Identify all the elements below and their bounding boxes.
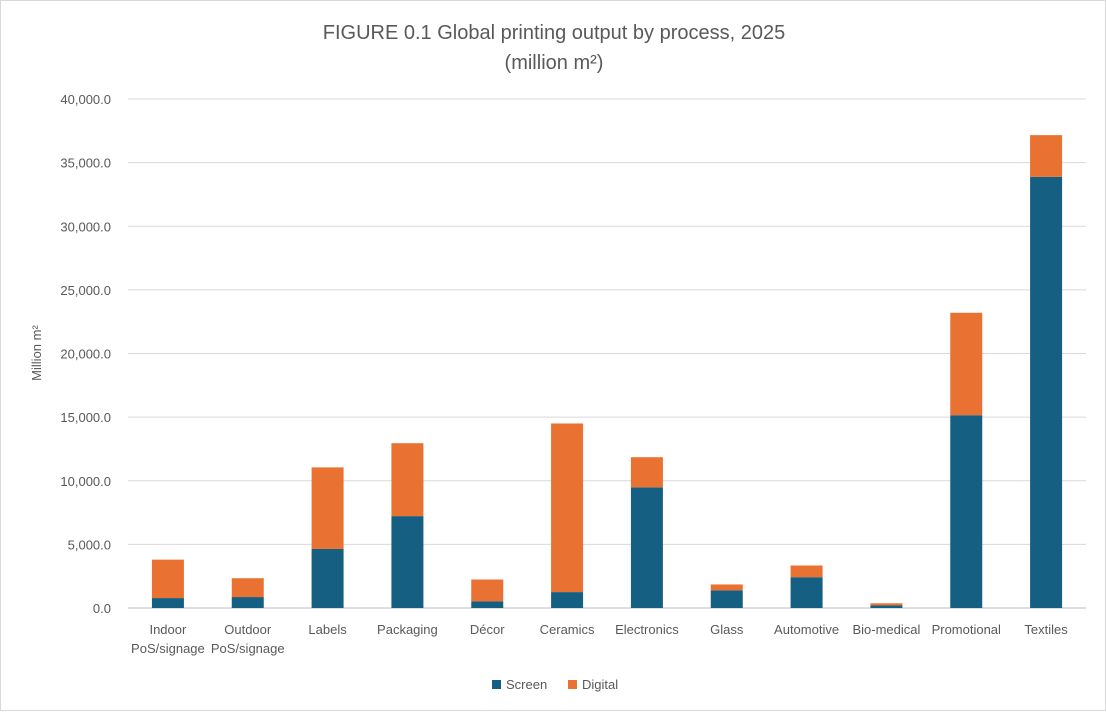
y-tick-label: 10,000.0 [60,474,111,489]
bar-screen [151,598,184,608]
legend-swatch [568,680,577,689]
y-tick-label: 40,000.0 [60,92,111,107]
y-tick-label: 35,000.0 [60,156,111,171]
bar-digital [710,584,743,591]
chart-subtitle: (million m²) [505,52,604,74]
x-tick-label: Electronics [615,622,679,637]
x-tick-label: Automotive [774,622,839,637]
bar-digital [630,457,663,488]
x-tick-label: Indoor [149,622,187,637]
x-tick-label: Ceramics [540,622,595,637]
bar-digital [471,579,504,602]
y-tick-label: 15,000.0 [60,410,111,425]
bar-screen [311,548,344,608]
bar-digital [311,467,344,549]
bar-digital [231,578,264,598]
x-tick-label: Promotional [932,622,1001,637]
legend-swatch [492,680,501,689]
x-tick-label: Packaging [377,622,438,637]
y-tick-label: 30,000.0 [60,219,111,234]
chart-title: FIGURE 0.1 Global printing output by pro… [323,22,785,44]
bar-digital [391,443,424,517]
bar-digital [151,559,184,599]
bar-screen [231,597,264,608]
bar-screen [870,605,903,608]
bar-digital [950,312,983,416]
bar-screen [710,590,743,608]
y-tick-label: 5,000.0 [68,537,111,552]
legend-label: Digital [582,677,618,692]
x-tick-label: Bio-medical [852,622,920,637]
bar-digital [1030,135,1063,177]
x-tick-label: Textiles [1024,622,1068,637]
x-tick-label: PoS/signage [131,641,205,656]
bar-screen [790,577,823,608]
bar-screen [950,415,983,608]
x-tick-label: PoS/signage [211,641,285,656]
y-tick-label: 25,000.0 [60,283,111,298]
x-tick-label: Glass [710,622,744,637]
bar-digital [790,565,823,578]
bar-screen [1030,176,1063,608]
legend-label: Screen [506,677,547,692]
bar-screen [630,487,663,608]
bar-digital [551,423,584,593]
bar-screen [551,592,584,608]
x-tick-label: Labels [308,622,347,637]
x-tick-label: Outdoor [224,622,272,637]
x-tick-label: Décor [470,622,505,637]
y-tick-label: 0.0 [93,601,111,616]
y-tick-label: 20,000.0 [60,347,111,362]
bar-digital [870,603,903,606]
y-axis-label: Million m² [29,325,44,381]
bar-screen [471,601,504,608]
bar-screen [391,516,424,608]
